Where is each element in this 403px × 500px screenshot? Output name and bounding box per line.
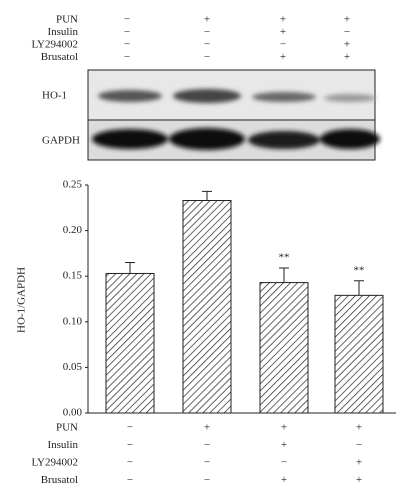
treatment-sign: +	[204, 422, 210, 434]
significance-label: **	[354, 264, 365, 276]
treatment-name: Insulin	[47, 439, 78, 451]
significance-label: **	[279, 252, 290, 264]
treatment-sign: −	[124, 26, 130, 38]
treatment-sign: −	[127, 474, 133, 486]
y-axis-label: HO-1/GAPDH	[16, 267, 28, 333]
treatment-sign: +	[281, 422, 287, 434]
treatment-sign: −	[124, 51, 130, 63]
treatment-sign: +	[356, 457, 362, 469]
treatment-sign: +	[280, 51, 286, 63]
bar	[259, 282, 309, 414]
y-tick-label: 0.10	[63, 315, 83, 327]
treatment-sign: +	[344, 51, 350, 63]
treatment-sign: −	[124, 39, 130, 51]
treatment-sign: −	[344, 26, 350, 38]
treatment-sign: −	[356, 439, 362, 451]
y-tick-label: 0.00	[63, 407, 83, 419]
treatment-sign: −	[124, 14, 130, 26]
treatment-name: LY294002	[31, 39, 78, 51]
treatment-sign: −	[127, 457, 133, 469]
treatment-sign: −	[204, 457, 210, 469]
blot-bands	[92, 89, 380, 150]
bar	[182, 200, 232, 414]
bar	[105, 272, 155, 414]
treatment-sign: +	[280, 26, 286, 38]
treatment-sign: +	[356, 474, 362, 486]
treatment-sign: −	[204, 474, 210, 486]
band-label: HO-1	[42, 90, 67, 102]
treatment-sign: −	[127, 422, 133, 434]
treatment-sign: +	[281, 439, 287, 451]
treatment-name: Brusatol	[41, 474, 78, 486]
bar	[334, 294, 384, 414]
treatment-sign: −	[204, 26, 210, 38]
band-label: GAPDH	[42, 135, 80, 147]
treatment-sign: +	[344, 14, 350, 26]
treatment-sign: −	[204, 51, 210, 63]
treatment-sign: −	[281, 457, 287, 469]
treatment-sign: −	[204, 39, 210, 51]
y-tick-label: 0.15	[63, 270, 83, 282]
treatment-name: PUN	[56, 422, 78, 434]
y-tick-label: 0.20	[63, 224, 83, 236]
y-tick-label: 0.25	[63, 179, 83, 191]
treatment-sign: −	[127, 439, 133, 451]
treatment-name: Insulin	[47, 26, 78, 38]
treatment-name: LY294002	[31, 457, 78, 469]
treatment-sign: +	[204, 14, 210, 26]
treatment-sign: −	[204, 439, 210, 451]
treatment-sign: +	[356, 422, 362, 434]
treatment-name: PUN	[56, 14, 78, 26]
treatment-sign: +	[281, 474, 287, 486]
treatment-sign: +	[344, 39, 350, 51]
treatment-sign: −	[280, 39, 286, 51]
treatment-name: Brusatol	[41, 51, 78, 63]
y-tick-label: 0.05	[63, 361, 83, 373]
treatment-sign: +	[280, 14, 286, 26]
